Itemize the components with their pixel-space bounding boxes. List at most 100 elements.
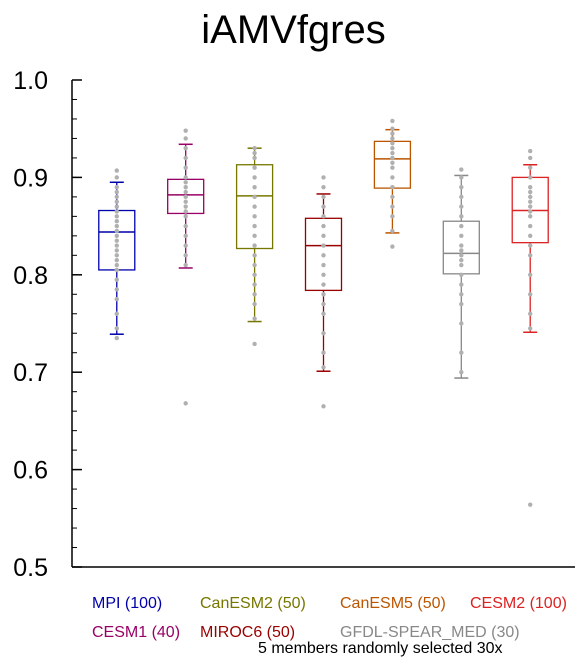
data-point: [183, 214, 188, 219]
data-point: [390, 165, 395, 170]
footnote: 5 members randomly selected 30x: [258, 640, 503, 657]
data-point: [528, 243, 533, 248]
data-point: [252, 253, 257, 258]
data-point: [459, 257, 464, 263]
data-point: [528, 311, 533, 316]
data-point: [183, 401, 188, 406]
data-point: [114, 168, 119, 173]
data-point: [252, 262, 257, 268]
legend-entry: CanESM5 (50): [340, 595, 446, 612]
data-point: [321, 223, 326, 229]
data-point: [252, 316, 257, 321]
data-point: [114, 233, 119, 239]
data-point: [114, 311, 119, 316]
data-point: [459, 292, 464, 297]
data-point: [528, 165, 533, 170]
data-point: [114, 189, 119, 195]
data-point: [114, 326, 119, 331]
data-point: [114, 219, 119, 224]
data-point: [252, 214, 257, 219]
data-point: [390, 136, 395, 141]
data-point: [528, 233, 533, 239]
data-point: [459, 262, 464, 268]
data-point: [528, 199, 533, 204]
data-point: [459, 175, 464, 180]
data-point: [459, 243, 464, 248]
data-point: [114, 175, 119, 180]
data-point: [390, 141, 395, 146]
y-tick-label: 1.0: [13, 67, 48, 95]
data-point: [528, 209, 533, 214]
data-point: [252, 292, 257, 297]
data-point: [114, 257, 119, 263]
data-point: [114, 228, 119, 234]
data-point: [528, 214, 533, 219]
data-point: [321, 175, 326, 180]
data-point: [390, 118, 395, 124]
data-point: [321, 365, 326, 370]
data-point: [528, 292, 533, 297]
data-point: [252, 194, 257, 200]
data-point: [252, 341, 257, 347]
data-point: [390, 194, 395, 200]
y-tick-label: 0.5: [13, 554, 48, 582]
data-point: [321, 262, 326, 268]
data-point: [528, 272, 533, 277]
data-point: [459, 350, 464, 355]
data-point: [252, 272, 257, 277]
legend-entry: CESM1 (40): [92, 624, 181, 641]
data-point: [114, 204, 119, 209]
data-point: [114, 243, 119, 248]
data-point: [390, 145, 395, 151]
data-point: [114, 223, 119, 229]
data-point: [390, 150, 395, 156]
data-point: [114, 287, 119, 292]
data-point: [183, 136, 188, 141]
data-point: [183, 204, 188, 209]
y-tick-label: 0.6: [13, 457, 48, 485]
data-point: [252, 233, 257, 239]
data-point: [321, 282, 326, 287]
data-point: [390, 184, 395, 190]
legend-entry: CESM2 (100): [470, 595, 567, 612]
data-point: [114, 199, 119, 204]
data-point: [183, 180, 188, 185]
data-point: [183, 223, 188, 229]
data-point: [183, 243, 188, 248]
data-point: [528, 253, 533, 258]
data-point: [252, 145, 257, 151]
data-point: [252, 175, 257, 180]
data-point: [183, 184, 188, 190]
data-point: [459, 184, 464, 190]
data-point: [528, 148, 533, 154]
data-point: [183, 194, 188, 200]
data-point: [390, 228, 395, 234]
data-point: [321, 253, 326, 258]
data-point: [321, 404, 326, 409]
data-point: [183, 233, 188, 239]
data-point: [114, 194, 119, 200]
data-point: [321, 331, 326, 336]
data-point: [528, 155, 533, 161]
data-point: [459, 301, 464, 307]
data-point: [183, 175, 188, 180]
data-point: [390, 126, 395, 131]
data-point: [183, 209, 188, 214]
data-point: [114, 253, 119, 258]
data-point: [252, 155, 257, 161]
data-point: [321, 350, 326, 355]
data-point: [183, 253, 188, 258]
data-point: [183, 155, 188, 161]
data-point: [114, 335, 119, 341]
data-point: [459, 282, 464, 287]
data-point: [114, 267, 119, 273]
data-point: [114, 296, 119, 302]
data-point: [321, 243, 326, 248]
data-point: [528, 175, 533, 180]
data-point: [321, 194, 326, 200]
data-point: [114, 214, 119, 219]
data-point: [459, 370, 464, 375]
data-point: [252, 184, 257, 190]
